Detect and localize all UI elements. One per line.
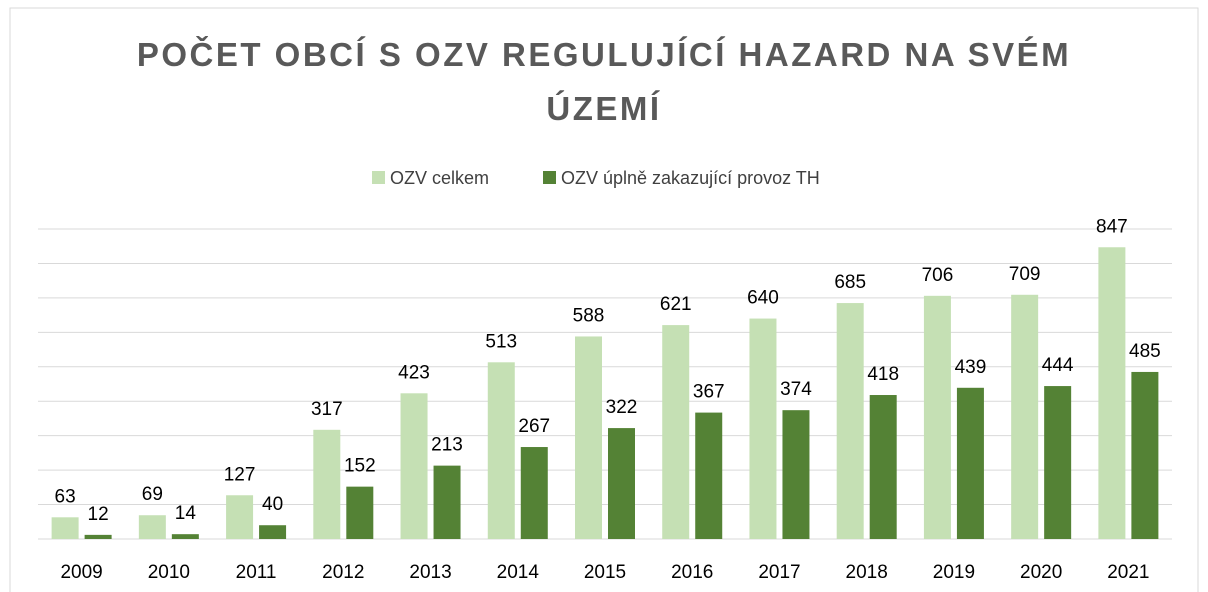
data-label: 706 [922, 265, 954, 286]
x-tick-label: 2009 [60, 562, 102, 583]
bar [1011, 294, 1039, 539]
bar [138, 515, 166, 539]
data-label: 367 [693, 382, 725, 403]
data-label: 213 [431, 435, 463, 456]
bar [51, 517, 79, 539]
data-label: 847 [1096, 216, 1128, 237]
data-label: 439 [955, 357, 987, 378]
data-label: 14 [175, 503, 197, 524]
bar [956, 387, 984, 539]
bar [346, 486, 374, 539]
x-tick-label: 2018 [846, 562, 888, 583]
bar [923, 295, 951, 539]
bar [400, 393, 428, 539]
chart-frame [9, 7, 1199, 592]
bar [836, 303, 864, 539]
data-label: 423 [398, 362, 430, 383]
bar [226, 495, 254, 539]
data-label: 40 [262, 494, 283, 515]
data-label: 485 [1129, 341, 1161, 362]
x-tick-label: 2021 [1107, 562, 1149, 583]
data-label: 588 [573, 305, 605, 326]
bar [1098, 247, 1126, 539]
bar [1131, 371, 1159, 539]
data-label: 322 [606, 397, 638, 418]
data-label: 12 [88, 504, 109, 525]
data-label: 444 [1042, 355, 1074, 376]
bar [662, 325, 690, 539]
legend-swatch [372, 171, 385, 184]
x-tick-label: 2017 [758, 562, 800, 583]
bar [313, 429, 341, 539]
bar [695, 412, 723, 539]
bar [869, 395, 897, 539]
x-tick-label: 2011 [236, 562, 277, 583]
bar [433, 465, 461, 539]
data-label: 513 [485, 331, 517, 352]
x-tick-label: 2010 [148, 562, 190, 583]
bar [520, 447, 548, 539]
x-tick-label: 2014 [497, 562, 540, 583]
data-label: 152 [344, 456, 376, 477]
bar [575, 336, 602, 539]
bar [259, 525, 287, 539]
data-label: 709 [1009, 264, 1041, 285]
chart-title: POČET OBCÍ S OZV REGULUJÍCÍ HAZARD NA SV… [136, 36, 1072, 127]
data-label: 621 [660, 294, 692, 315]
bar [749, 318, 777, 539]
data-label: 127 [224, 464, 256, 485]
x-tick-label: 2013 [409, 562, 451, 583]
data-label: 63 [55, 486, 76, 507]
bar [171, 534, 199, 539]
bar [608, 428, 635, 539]
bar [1044, 386, 1072, 539]
data-label: 69 [142, 484, 163, 505]
bar [487, 362, 515, 539]
legend-swatch [543, 171, 556, 184]
legend-label: OZV úplně zakazující provoz TH [561, 168, 820, 188]
bar [84, 534, 112, 539]
x-tick-label: 2020 [1020, 562, 1062, 583]
x-tick-label: 2016 [671, 562, 713, 583]
data-label: 374 [780, 379, 812, 400]
x-tick-label: 2012 [322, 562, 364, 583]
x-tick-label: 2019 [933, 562, 975, 583]
data-label: 317 [311, 399, 343, 420]
x-tick-label: 2015 [584, 562, 626, 583]
legend-label: OZV celkem [390, 168, 489, 188]
data-label: 640 [747, 288, 779, 309]
data-label: 267 [518, 416, 550, 437]
bar [782, 410, 810, 539]
data-label: 685 [834, 272, 866, 293]
data-label: 418 [867, 364, 899, 385]
